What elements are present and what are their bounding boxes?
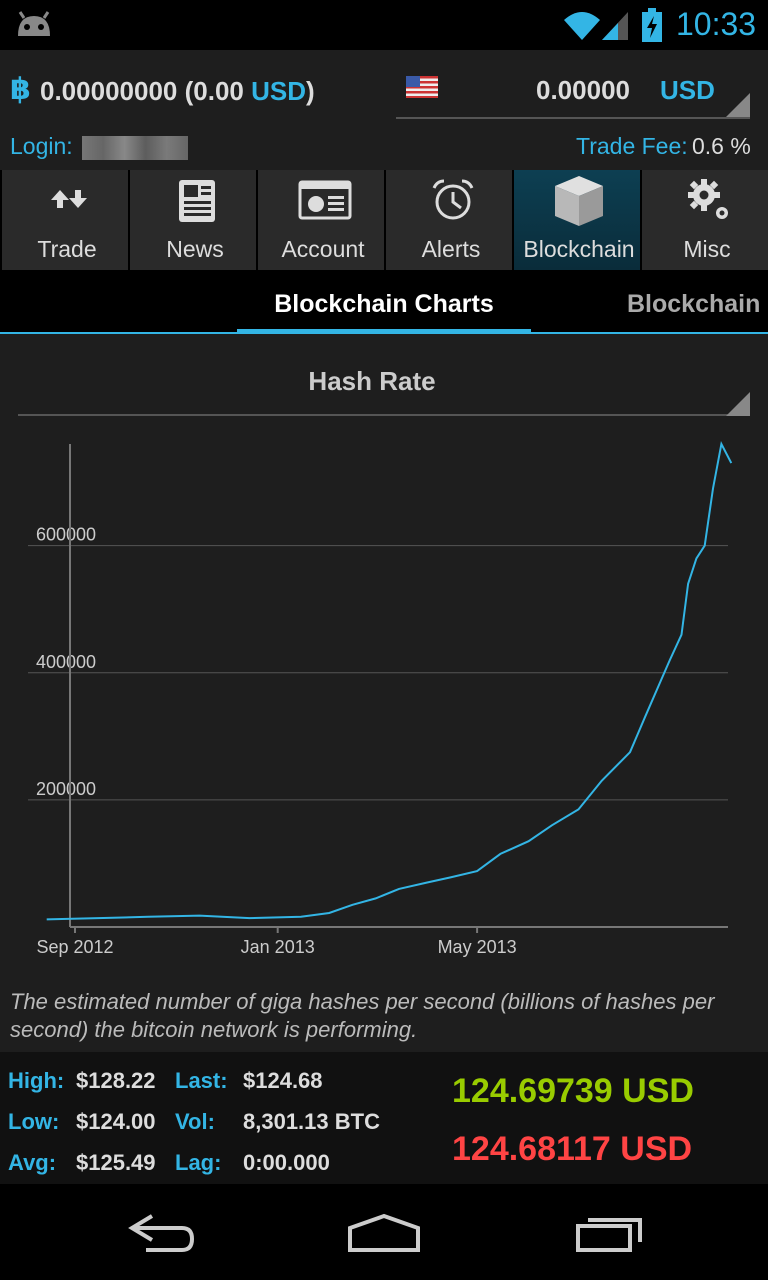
price-currency: USD xyxy=(660,75,715,105)
status-bar: 10:33 xyxy=(0,0,768,50)
clock: 10:33 xyxy=(676,6,757,42)
spinner-dropdown-icon xyxy=(726,93,750,117)
x-tick-label: Sep 2012 xyxy=(36,937,113,957)
tab-label: Trade xyxy=(37,236,97,262)
tab-label: Blockchain xyxy=(523,236,635,262)
subtab-divider xyxy=(0,332,768,334)
low-value: $124.00 xyxy=(76,1109,156,1134)
subtab-blockchain-charts[interactable]: Blockchain Charts xyxy=(237,270,531,334)
trade-fee-label: Trade Fee: xyxy=(576,133,688,159)
trade-fee-value: 0.6 % xyxy=(692,133,751,159)
tab-trade[interactable]: Trade xyxy=(2,170,128,270)
account-header: ฿ 0.00000000 (0.00 USD) 0.00000 USD Logi… xyxy=(0,50,768,170)
android-notification-icon xyxy=(18,11,50,36)
ticker-panel: High: $128.22 Last: $124.68 Low: $124.00… xyxy=(0,1052,768,1184)
tab-label: News xyxy=(166,236,224,262)
x-tick-label: Jan 2013 xyxy=(241,937,315,957)
chart-panel: Hash Rate 200000 400000 600000 Sep 2012 Jan … xyxy=(0,334,768,1052)
alarm-clock-icon xyxy=(432,179,474,220)
chart-type-spinner[interactable]: Hash Rate xyxy=(18,352,750,416)
vol-label: Vol: xyxy=(175,1109,215,1134)
chart-description: The estimated number of giga hashes per … xyxy=(10,989,715,1042)
y-tick-label: 200000 xyxy=(36,779,96,799)
balance-usd: (0.00 xyxy=(184,76,244,106)
lag-value: 0:00.000 xyxy=(243,1150,330,1175)
tab-misc[interactable]: Misc xyxy=(642,170,768,270)
main-tab-bar: Trade News Account Al xyxy=(0,170,768,270)
last-value: $124.68 xyxy=(243,1068,323,1093)
bitcoin-icon: ฿ xyxy=(10,73,31,106)
cube-icon xyxy=(555,176,603,226)
high-value: $128.22 xyxy=(76,1068,156,1093)
avg-value: $125.49 xyxy=(76,1150,156,1175)
balance-btc: 0.00000000 xyxy=(40,76,178,106)
spinner-underline xyxy=(18,414,750,416)
bid-price: 124.68117 USD xyxy=(452,1130,693,1168)
y-tick-label: 400000 xyxy=(36,652,96,672)
gears-icon xyxy=(688,179,728,219)
tab-label: Account xyxy=(281,236,365,262)
balance-display: 0.00000000 (0.00 USD) xyxy=(40,76,315,107)
home-icon[interactable] xyxy=(334,1202,434,1262)
login-username-redacted xyxy=(82,136,188,160)
subtab-blockchain[interactable]: Blockchain xyxy=(627,290,761,318)
tab-alerts[interactable]: Alerts xyxy=(386,170,512,270)
battery-charging-icon xyxy=(642,8,662,42)
ask-price: 124.69739 USD xyxy=(452,1072,694,1110)
wifi-icon xyxy=(564,12,600,40)
recent-apps-icon[interactable] xyxy=(560,1202,660,1262)
lag-label: Lag: xyxy=(175,1150,222,1175)
y-tick-label: 600000 xyxy=(36,525,96,545)
subtab-indicator xyxy=(237,329,531,334)
sub-tab-bar: Blockchain Charts Blockchain xyxy=(0,270,768,334)
us-flag-icon xyxy=(406,76,438,98)
spinner-dropdown-icon xyxy=(726,392,750,416)
avg-label: Avg: xyxy=(8,1150,57,1175)
vol-value: 8,301.13 BTC xyxy=(243,1109,380,1134)
last-label: Last: xyxy=(175,1068,228,1093)
balance-currency: USD xyxy=(251,76,307,106)
chart-type-value: Hash Rate xyxy=(308,366,436,396)
x-tick-label: May 2013 xyxy=(438,937,517,957)
price-value: 0.00000 xyxy=(536,75,630,105)
tab-label: Alerts xyxy=(421,236,481,262)
spinner-underline xyxy=(396,117,750,119)
back-icon[interactable] xyxy=(110,1202,210,1262)
tab-blockchain[interactable]: Blockchain xyxy=(514,170,640,270)
newspaper-icon xyxy=(179,180,215,222)
balance-close-paren: ) xyxy=(306,76,315,106)
tab-label: Misc xyxy=(683,236,731,262)
account-card-icon xyxy=(298,180,352,220)
login-label: Login: xyxy=(10,133,73,159)
hash-rate-chart: 200000 400000 600000 Sep 2012 Jan 2013 May 20… xyxy=(28,440,733,957)
hash-rate-series-line xyxy=(46,440,733,921)
tab-news[interactable]: News xyxy=(130,170,256,270)
high-label: High: xyxy=(8,1068,65,1093)
navigation-bar xyxy=(0,1184,768,1280)
subtab-label: Blockchain Charts xyxy=(274,290,494,318)
low-label: Low: xyxy=(8,1109,60,1134)
trade-arrows-icon xyxy=(51,190,87,208)
tab-account[interactable]: Account xyxy=(258,170,384,270)
signal-icon xyxy=(602,12,628,40)
